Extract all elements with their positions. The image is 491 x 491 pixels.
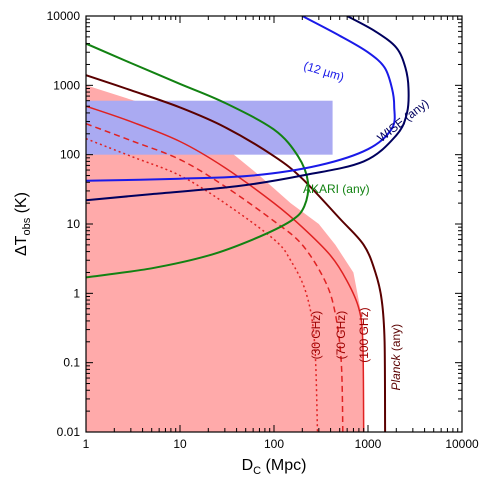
x-tick-label: 100 (264, 437, 284, 451)
curves (86, 16, 410, 432)
axis-ticks: 1 10 100 1000 10000 0.01 0.1 1 10 100 1000 10000 (47, 9, 479, 451)
curve-label: (100 GHz) (357, 307, 371, 362)
shaded-regions (86, 85, 364, 432)
y-tick-label: 0.1 (63, 356, 80, 370)
series-line-1 (86, 105, 365, 432)
series-line-0 (86, 74, 387, 432)
shaded-band-1 (86, 100, 333, 155)
series-line-2 (86, 122, 344, 432)
curve-label: (70 GHz) (334, 311, 348, 360)
y-tick-label: 10000 (47, 9, 81, 23)
series-line-4 (86, 42, 310, 279)
curve-label: AKARI (any) (303, 182, 370, 196)
curve-label: WISE (any) (374, 96, 431, 145)
shaded-area-0 (86, 85, 364, 432)
y-axis-title: ΔTobs (K) (13, 192, 33, 256)
series-line-6 (86, 16, 410, 202)
curve-label-rest: (any) (389, 324, 403, 355)
x-tick-label: 1 (83, 437, 90, 451)
curve-label: (30 GHz) (309, 311, 323, 360)
y-tick-label: 0.01 (57, 425, 81, 439)
curve-label: Planck (any) (389, 324, 403, 391)
y-tick-label: 1 (73, 286, 80, 300)
x-tick-label: 10000 (445, 437, 479, 451)
x-tick-label: 10 (173, 437, 187, 451)
series-line-5 (86, 16, 396, 182)
y-tick-label: 1000 (53, 78, 80, 92)
x-tick-label: 1000 (355, 437, 382, 451)
y-tick-label: 100 (60, 148, 80, 162)
x-axis-title: DC (Mpc) (242, 457, 307, 477)
y-tick-label: 10 (67, 217, 81, 231)
curve-label-italic: Planck (389, 354, 403, 391)
series-line-3 (86, 138, 319, 432)
curve-label: (12 µm) (302, 59, 346, 85)
